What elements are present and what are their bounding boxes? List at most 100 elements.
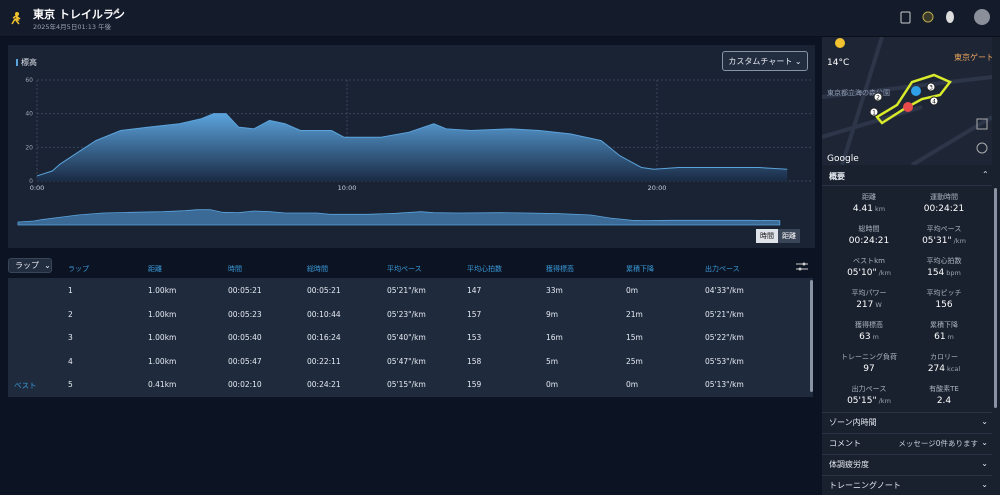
stat-number: 05'31": [922, 236, 952, 246]
stat-value: 274 kcal: [907, 364, 981, 374]
collapse-summary[interactable]: ⌃: [982, 170, 989, 179]
section-row[interactable]: コメント メッセージ0件あります ⌄: [822, 433, 992, 453]
table-cell: 05'15"/km: [387, 380, 426, 389]
section-row[interactable]: トレーニングノート ⌄: [822, 475, 992, 495]
map-marker: [929, 96, 939, 106]
stat-label: 運動時間: [930, 193, 958, 201]
table-cell: 159: [467, 380, 482, 389]
table-cell: 00:16:24: [307, 333, 341, 342]
column-header: 獲得標高: [546, 265, 574, 273]
table-cell: 21m: [626, 309, 643, 319]
map-marker-label: 2: [876, 95, 880, 102]
table-cell: 05'23"/km: [387, 309, 426, 319]
header-icons: [900, 9, 990, 25]
shoe-icon[interactable]: [946, 11, 954, 23]
sidebar-scrollbar: [994, 188, 997, 408]
export-icon[interactable]: [900, 11, 911, 24]
stat-unit: /km: [878, 269, 891, 277]
stat-unit: m: [947, 333, 954, 341]
chevron: ⌄: [981, 438, 988, 447]
overview-area: [17, 209, 781, 226]
sections: ゾーン内時間 ⌄ コメント メッセージ0件あります ⌄ 体調疲労度 ⌄ トレーニングノート ⌄: [822, 412, 992, 495]
sidebar: 14°C 東京ゲートブ 東京都立海の森公園 1 2 3 4 Google 概要 ⌃ 距…: [822, 37, 1000, 495]
table-cell: 05'47"/km: [387, 356, 426, 366]
column-settings[interactable]: [796, 262, 808, 272]
laps-dropdown[interactable]: ラップ ⌄: [8, 258, 52, 273]
table-cell: 00:05:47: [228, 356, 262, 366]
table-cell: 15m: [626, 333, 643, 342]
stat-value: 05'15"/km: [832, 396, 906, 406]
table-cell: 4: [68, 356, 73, 366]
stat-value: 217 W: [832, 300, 906, 310]
table-cell: 158: [467, 356, 482, 366]
laps-table: ラップ ⌄ 1 1.00km 00:05:21 00:05:21 05'21"/km 14…: [8, 258, 813, 397]
stat-number: 154: [927, 268, 945, 278]
x-tick-label: 0:00: [30, 184, 45, 192]
map-label: 東京ゲートブ: [954, 52, 992, 62]
activity-datetime: 2025年4月5日01:13 午後: [33, 23, 112, 31]
time-toggle[interactable]: 時間: [756, 229, 778, 243]
table-cell: 0m: [546, 380, 559, 389]
table-cell: 00:05:21: [228, 286, 262, 295]
device-icon[interactable]: [922, 11, 934, 23]
table-cell: 157: [467, 309, 482, 319]
header: 東京 トレイルラン 2025年4月5日01:13 午後: [0, 0, 1000, 37]
stat-number: 97: [863, 364, 875, 374]
stat-value: 05'31"/km: [907, 236, 981, 246]
table-cell: 00:22:11: [307, 356, 341, 366]
chevron: ⌄: [981, 459, 988, 468]
stat-value: 2.4: [907, 396, 981, 406]
table-cell: 00:02:10: [228, 380, 262, 389]
section-row[interactable]: ゾーン内時間 ⌄: [822, 412, 992, 432]
x-tick-label: 10:00: [338, 184, 357, 192]
stat-number: 05'15": [847, 396, 877, 406]
custom-chart-label: カスタムチャート: [728, 56, 793, 66]
distance-toggle[interactable]: 距離: [778, 229, 800, 243]
column-header: 出力ペース: [705, 265, 740, 273]
stat-unit: /km: [953, 237, 966, 245]
stat-value: 97: [832, 364, 906, 374]
table-cell: 5m: [546, 356, 559, 366]
table-cell: 147: [467, 286, 482, 295]
stat-label: カロリー: [930, 353, 958, 361]
stat-number: 00:24:21: [923, 204, 965, 214]
fullscreen-button[interactable]: [976, 118, 988, 130]
edit-icon[interactable]: [112, 7, 120, 16]
stat-number: 63: [859, 332, 871, 342]
table-cell: 05'21"/km: [705, 309, 744, 319]
summary-stats: 距離 4.41 km 運動時間 00:24:21 総時間 00:24:21 平均ペース 05'3…: [822, 185, 997, 412]
section-row[interactable]: 体調疲労度 ⌄: [822, 454, 992, 474]
table-cell: 0m: [626, 380, 639, 389]
custom-chart-button[interactable]: カスタムチャート ⌄: [722, 51, 808, 71]
stat-value: 05'10"/km: [832, 268, 906, 278]
laps-dropdown-label: ラップ: [15, 261, 39, 270]
map[interactable]: 14°C 東京ゲートブ 東京都立海の森公園 1 2 3 4 Google: [822, 37, 992, 165]
table-cell: 05'53"/km: [705, 356, 744, 366]
stat-number: 217: [856, 300, 874, 310]
section-title: コメント: [829, 439, 861, 448]
stat-number: 00:24:21: [848, 236, 890, 246]
avatar[interactable]: [974, 9, 990, 25]
chevron: ⌄: [981, 417, 988, 426]
column-header: 平均ペース: [387, 265, 422, 273]
stat-label: 平均心拍数: [926, 257, 962, 265]
table-cell: 04'33"/km: [705, 286, 744, 295]
map-marker: [869, 107, 879, 117]
column-header: 時間: [228, 265, 242, 273]
layers-button[interactable]: [976, 142, 988, 154]
stat-unit: kcal: [947, 365, 961, 373]
column-header: 距離: [148, 265, 162, 273]
y-tick-label: 60: [25, 77, 33, 84]
stat-unit: km: [874, 205, 886, 213]
chart-card: 標高 0 20 40 60 0:00 10:00 20:00 カスタムチャート ⌄ 時間 距…: [8, 45, 815, 248]
table-cell: 05'40"/km: [387, 333, 426, 342]
chevron: ⌄: [981, 480, 988, 489]
axis-toggle: 時間 距離: [756, 229, 800, 243]
stat-number: 61: [934, 332, 946, 342]
stat-unit: bpm: [946, 269, 961, 277]
stat-label: 平均ペース: [926, 225, 962, 233]
table-cell: 2: [68, 309, 73, 319]
stat-value: 61 m: [907, 332, 981, 342]
table-cell: 1.00km: [148, 309, 177, 319]
